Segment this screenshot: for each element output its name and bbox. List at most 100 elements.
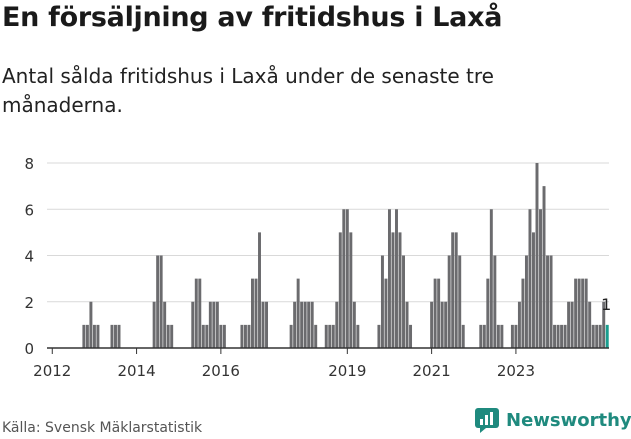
bar xyxy=(496,324,500,348)
bar xyxy=(243,324,247,348)
bar xyxy=(166,324,170,348)
bar xyxy=(437,278,441,348)
bar xyxy=(380,255,384,348)
bar xyxy=(546,255,550,348)
latest-value-label: 1 xyxy=(601,295,611,314)
bar xyxy=(553,324,557,348)
bar xyxy=(247,324,251,348)
bar xyxy=(433,278,437,348)
bar xyxy=(342,209,346,348)
x-tick-label: 2014 xyxy=(117,362,155,380)
bar xyxy=(591,324,595,348)
bar xyxy=(430,301,434,348)
bar xyxy=(563,324,567,348)
x-tick-label: 2021 xyxy=(413,362,451,380)
chart-title: En försäljning av fritidshus i Laxå xyxy=(2,2,503,33)
x-tick-label: 2016 xyxy=(202,362,240,380)
bar xyxy=(208,301,212,348)
bar xyxy=(117,324,121,348)
bar xyxy=(324,324,328,348)
bar xyxy=(254,278,258,348)
bar xyxy=(514,324,518,348)
bar xyxy=(521,278,525,348)
bar xyxy=(517,301,521,348)
bar xyxy=(535,163,539,348)
x-tick-label: 2023 xyxy=(497,362,535,380)
bar xyxy=(384,278,388,348)
bar xyxy=(409,324,413,348)
bar xyxy=(194,278,198,348)
bar xyxy=(444,301,448,348)
bar xyxy=(595,324,599,348)
bar xyxy=(89,301,93,348)
bar xyxy=(454,232,458,348)
bar xyxy=(96,324,100,348)
bar xyxy=(377,324,381,348)
bar xyxy=(314,324,318,348)
bar xyxy=(584,278,588,348)
bar xyxy=(398,232,402,348)
bar xyxy=(328,324,332,348)
bar xyxy=(356,324,360,348)
bar xyxy=(461,324,465,348)
bar xyxy=(391,232,395,348)
bar xyxy=(163,301,167,348)
bar xyxy=(577,278,581,348)
bar xyxy=(352,301,356,348)
bar xyxy=(602,301,606,348)
bar xyxy=(489,209,493,348)
newsworthy-icon xyxy=(475,408,499,433)
bar xyxy=(402,255,405,348)
bar xyxy=(198,278,202,348)
x-tick-label: 2019 xyxy=(328,362,366,380)
bar xyxy=(549,255,553,348)
bar xyxy=(556,324,560,348)
bar xyxy=(289,324,293,348)
bar xyxy=(387,209,391,348)
bar xyxy=(447,255,451,348)
bar xyxy=(335,301,339,348)
bar xyxy=(191,301,195,348)
bar xyxy=(588,301,592,348)
bar xyxy=(82,324,86,348)
bar xyxy=(567,301,571,348)
bar xyxy=(114,324,117,348)
bar xyxy=(219,324,223,348)
bar xyxy=(560,324,564,348)
bar-latest xyxy=(605,324,609,348)
y-tick-label: 6 xyxy=(24,201,34,219)
newsworthy-logo: Newsworthy xyxy=(474,407,631,433)
bar xyxy=(486,278,490,348)
bar xyxy=(296,278,300,348)
bar xyxy=(451,232,455,348)
bar xyxy=(440,301,444,348)
bar xyxy=(152,301,156,348)
bar xyxy=(539,209,542,348)
bar xyxy=(349,232,353,348)
bar xyxy=(293,301,297,348)
bar xyxy=(542,186,546,348)
bar xyxy=(510,324,514,348)
bar xyxy=(201,324,205,348)
bar xyxy=(331,324,335,348)
bar xyxy=(310,301,314,348)
bar xyxy=(205,324,209,348)
bar xyxy=(156,255,160,348)
bar xyxy=(110,324,114,348)
bar xyxy=(215,301,219,348)
bar xyxy=(570,301,574,348)
bar xyxy=(307,301,311,348)
y-tick-label: 2 xyxy=(24,294,34,312)
bar xyxy=(222,324,226,348)
bar xyxy=(581,278,585,348)
bar xyxy=(500,324,504,348)
bar xyxy=(524,255,528,348)
bar xyxy=(240,324,244,348)
bar xyxy=(92,324,96,348)
bar xyxy=(303,301,307,348)
bar xyxy=(405,301,409,348)
bar xyxy=(265,301,269,348)
bar xyxy=(532,232,535,348)
brand-name: Newsworthy xyxy=(506,409,631,431)
bar xyxy=(159,255,163,348)
